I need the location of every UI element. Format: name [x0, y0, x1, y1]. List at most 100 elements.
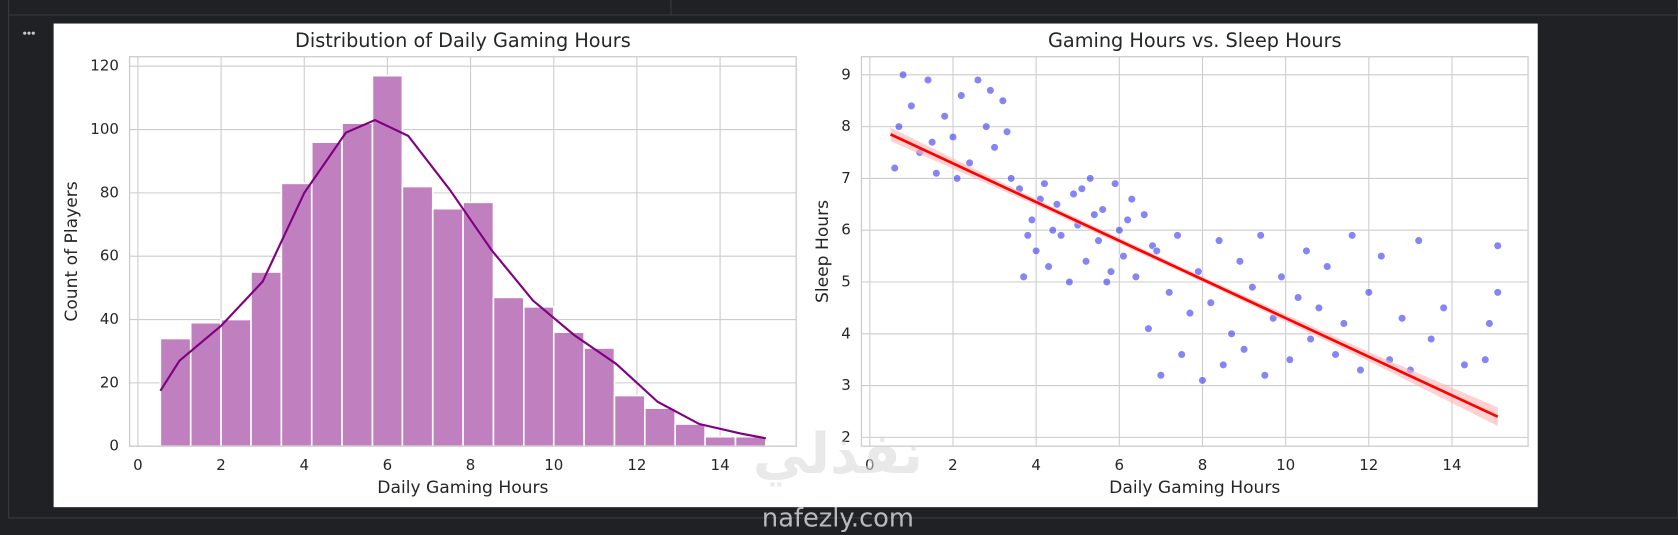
scatter-point	[1493, 288, 1502, 297]
y-tick-label: 3	[841, 376, 851, 394]
scatter-point	[1123, 215, 1132, 225]
x-tick-label: 8	[466, 456, 476, 474]
histogram-bar	[280, 182, 313, 447]
y-tick-label: 80	[100, 183, 119, 201]
scatter-point	[1306, 334, 1315, 344]
y-tick-label: 120	[90, 57, 119, 75]
scatter-point	[1040, 179, 1049, 188]
scatter-point	[1144, 324, 1153, 333]
x-tick-label: 0	[865, 456, 875, 474]
scatter-point	[1214, 236, 1224, 245]
scatter-point	[1364, 288, 1373, 297]
scatter-point	[1065, 277, 1074, 287]
scatter-point	[1302, 246, 1311, 256]
x-tick-label: 4	[1031, 456, 1041, 474]
y-tick-label: 5	[841, 273, 851, 291]
histogram-bar	[250, 271, 283, 447]
scatter-point	[1090, 210, 1099, 219]
scatter-point	[1485, 319, 1494, 328]
scatter-point	[1007, 174, 1016, 183]
scatter-point	[973, 75, 983, 85]
scatter-point	[1339, 319, 1349, 328]
scatter-point	[1019, 272, 1028, 282]
histogram-bar	[704, 435, 737, 447]
scatter-point	[923, 75, 933, 85]
scatter-point	[1106, 267, 1116, 276]
x-tick-label: 12	[627, 456, 646, 474]
x-tick-label: 6	[1115, 456, 1125, 474]
histogram-bar	[310, 141, 343, 447]
plot-frame	[128, 56, 797, 447]
scatter-point	[1094, 236, 1103, 245]
scatter-point	[1256, 231, 1265, 240]
histogram-bar	[462, 201, 495, 447]
x-tick-label: 14	[1442, 456, 1461, 474]
histogram-bar	[220, 318, 252, 447]
x-axis-label: Daily Gaming Hours	[1109, 478, 1280, 498]
scatter-point	[1098, 205, 1107, 214]
scatter-point	[1293, 293, 1303, 302]
x-tick-label: 10	[1276, 456, 1295, 474]
histogram-bar	[644, 407, 676, 447]
scatter-point	[940, 112, 949, 121]
scatter-point	[1460, 360, 1469, 370]
scatter-point	[1427, 334, 1436, 344]
scatter-point	[1285, 355, 1294, 364]
y-axis-label: Count of Players	[62, 181, 82, 321]
scatter-point	[1119, 251, 1128, 261]
watermark: نفذلي	[753, 422, 923, 487]
scatter-point	[1031, 246, 1041, 256]
y-tick-label: 7	[841, 169, 851, 187]
plot-frame	[860, 56, 1529, 447]
scatter-point	[1439, 303, 1448, 313]
x-tick-label: 4	[299, 456, 309, 474]
y-tick-label: 4	[841, 324, 851, 342]
scatter-point	[932, 169, 941, 178]
histogram-bar	[523, 306, 555, 447]
scatter-point	[1314, 303, 1324, 313]
scatter-point	[1219, 360, 1228, 370]
scatter-point	[1348, 231, 1357, 240]
scatter-point	[1127, 194, 1136, 204]
scatter-point	[1397, 314, 1407, 323]
scatter-point	[1356, 365, 1365, 375]
x-tick-label: 0	[133, 456, 143, 474]
scatter-point	[898, 70, 908, 80]
histogram-bar	[189, 321, 222, 447]
scatter-point	[1002, 127, 1012, 136]
y-tick-label: 40	[100, 310, 119, 328]
y-tick-label: 0	[109, 437, 119, 455]
scatter-point	[957, 91, 966, 100]
scatter-point	[1077, 184, 1087, 193]
scatter-point	[1206, 298, 1215, 307]
scatter-point	[890, 163, 899, 173]
x-tick-label: 6	[383, 456, 393, 474]
regression-line	[890, 133, 1499, 418]
y-tick-label: 9	[841, 65, 851, 83]
kde-line	[159, 118, 767, 440]
scatter-point	[1260, 371, 1270, 380]
x-tick-label: 12	[1359, 456, 1378, 474]
histogram-bar	[613, 394, 646, 447]
scatter-point	[1110, 179, 1120, 188]
y-tick-label: 100	[90, 120, 119, 138]
histogram-bar	[583, 347, 616, 447]
histogram-bar	[492, 296, 525, 447]
scatter-point	[1277, 272, 1286, 282]
y-tick-label: 8	[841, 117, 851, 135]
scatter-point	[1048, 226, 1057, 235]
scatter-point	[1414, 236, 1423, 245]
y-tick-label: 20	[100, 373, 119, 391]
scatter-point	[1377, 251, 1386, 261]
scatter-point	[986, 86, 995, 95]
output-menu[interactable]	[23, 31, 35, 35]
scatter-point	[907, 101, 916, 111]
scatter-point	[1185, 308, 1195, 318]
scatter-point	[990, 143, 999, 152]
scatter-point	[1177, 350, 1186, 359]
scatter-point	[1493, 241, 1502, 250]
y-tick-label: 60	[100, 247, 119, 265]
x-tick-label: 2	[216, 456, 226, 474]
y-axis-label: Sleep Hours	[813, 200, 833, 303]
scatter-point	[1115, 226, 1124, 235]
